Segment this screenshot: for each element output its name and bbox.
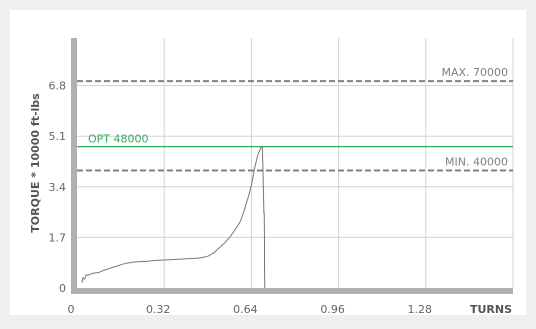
y-tick-label: 6.8	[49, 80, 67, 93]
x-tick-label: 0	[68, 303, 75, 316]
y-tick-label: 3.4	[49, 181, 67, 194]
reference-line-label: MAX. 70000	[441, 66, 508, 79]
y-axis-bar	[71, 38, 77, 294]
x-tick-label: 0.96	[320, 303, 345, 316]
x-tick-label: 0.32	[146, 303, 171, 316]
reference-lines: MAX. 70000 OPT 48000 MIN. 40000	[77, 66, 513, 172]
reference-line-label: MIN. 40000	[445, 155, 508, 168]
reference-line-label: OPT 48000	[88, 133, 149, 146]
x-tick-label: 1.28	[408, 303, 433, 316]
series-layer	[81, 145, 266, 289]
y-tick-label: 5.1	[49, 130, 67, 143]
x-tick-label: 0.64	[233, 303, 258, 316]
y-axis-label: TORQUE * 10000 ft-lbs	[29, 93, 42, 233]
x-axis-label: TURNS	[470, 303, 512, 316]
chart-background	[10, 10, 526, 315]
x-axis-bar	[71, 288, 513, 294]
y-tick-label: 1.7	[49, 231, 67, 244]
torque-series-line	[81, 145, 266, 289]
gridlines	[77, 38, 514, 288]
y-tick-label: 0	[59, 282, 66, 295]
tick-labels: 0 0.32 0.64 0.96 1.28 0 1.7 3.4 5.1 6.8	[49, 80, 433, 316]
